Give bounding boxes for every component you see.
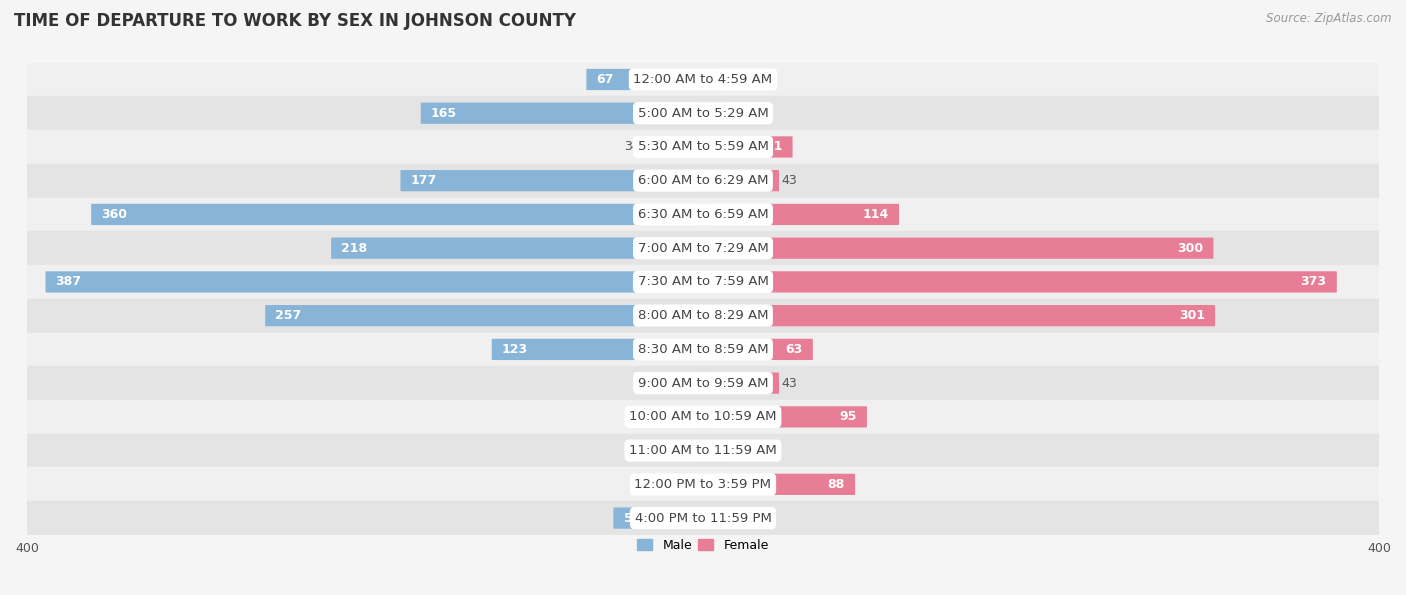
FancyBboxPatch shape [676,474,706,495]
Text: 8:30 AM to 8:59 AM: 8:30 AM to 8:59 AM [638,343,768,356]
Text: 14: 14 [658,478,673,491]
Text: 9:00 AM to 9:59 AM: 9:00 AM to 9:59 AM [638,377,768,390]
FancyBboxPatch shape [492,339,706,360]
Text: 5:00 AM to 5:29 AM: 5:00 AM to 5:29 AM [638,107,768,120]
Text: 360: 360 [101,208,128,221]
Bar [27,468,1379,501]
FancyBboxPatch shape [332,237,706,259]
Text: 5:30 AM to 5:59 AM: 5:30 AM to 5:59 AM [637,140,769,154]
Text: 6:30 AM to 6:59 AM: 6:30 AM to 6:59 AM [638,208,768,221]
FancyBboxPatch shape [700,305,1215,326]
Text: 12:00 PM to 3:59 PM: 12:00 PM to 3:59 PM [634,478,772,491]
Bar [27,265,1379,299]
Text: 11: 11 [664,411,679,424]
Text: 7:00 AM to 7:29 AM: 7:00 AM to 7:29 AM [638,242,768,255]
Text: 218: 218 [342,242,367,255]
Bar [27,198,1379,231]
Text: 34: 34 [624,140,640,154]
FancyBboxPatch shape [700,170,779,192]
Text: 165: 165 [430,107,457,120]
FancyBboxPatch shape [91,204,706,225]
FancyBboxPatch shape [681,406,706,427]
FancyBboxPatch shape [700,406,868,427]
Text: 67: 67 [596,73,614,86]
Text: 387: 387 [56,275,82,289]
FancyBboxPatch shape [420,102,706,124]
FancyBboxPatch shape [700,237,1213,259]
Text: 51: 51 [624,512,641,525]
Bar [27,333,1379,367]
FancyBboxPatch shape [700,69,720,90]
Bar [27,400,1379,434]
FancyBboxPatch shape [266,305,706,326]
Text: 43: 43 [782,174,797,187]
Text: 4:00 PM to 11:59 PM: 4:00 PM to 11:59 PM [634,512,772,525]
FancyBboxPatch shape [643,136,706,158]
Text: 88: 88 [828,478,845,491]
Text: 8: 8 [721,73,730,86]
Text: 301: 301 [1178,309,1205,322]
Bar [27,434,1379,468]
Text: 257: 257 [276,309,302,322]
FancyBboxPatch shape [45,271,706,293]
FancyBboxPatch shape [700,339,813,360]
FancyBboxPatch shape [700,474,855,495]
Bar [27,367,1379,400]
Bar [27,299,1379,333]
Text: 13: 13 [730,444,747,457]
FancyBboxPatch shape [586,69,706,90]
Bar [27,501,1379,535]
Text: 11:00 AM to 11:59 AM: 11:00 AM to 11:59 AM [628,444,778,457]
Text: 0: 0 [689,444,697,457]
Text: 300: 300 [1177,242,1204,255]
Text: 10:00 AM to 10:59 AM: 10:00 AM to 10:59 AM [630,411,776,424]
Text: 95: 95 [839,411,856,424]
Bar [27,96,1379,130]
FancyBboxPatch shape [613,508,706,529]
Text: 373: 373 [1301,275,1327,289]
FancyBboxPatch shape [700,508,735,529]
Text: 114: 114 [863,208,889,221]
Text: 12:00 AM to 4:59 AM: 12:00 AM to 4:59 AM [634,73,772,86]
Text: 123: 123 [502,343,529,356]
Bar [27,164,1379,198]
Text: TIME OF DEPARTURE TO WORK BY SEX IN JOHNSON COUNTY: TIME OF DEPARTURE TO WORK BY SEX IN JOHN… [14,12,576,30]
FancyBboxPatch shape [700,440,728,461]
Text: 63: 63 [786,343,803,356]
Text: 43: 43 [782,377,797,390]
Text: 16: 16 [735,107,751,120]
FancyBboxPatch shape [700,204,898,225]
FancyBboxPatch shape [401,170,706,192]
Text: Source: ZipAtlas.com: Source: ZipAtlas.com [1267,12,1392,25]
FancyBboxPatch shape [700,136,793,158]
Legend: Male, Female: Male, Female [633,534,773,557]
FancyBboxPatch shape [668,372,706,394]
Bar [27,62,1379,96]
Text: 19: 19 [650,377,665,390]
Text: 51: 51 [765,140,782,154]
Bar [27,130,1379,164]
Text: 17: 17 [737,512,754,525]
Text: 6:00 AM to 6:29 AM: 6:00 AM to 6:29 AM [638,174,768,187]
Text: 7:30 AM to 7:59 AM: 7:30 AM to 7:59 AM [637,275,769,289]
Text: 177: 177 [411,174,437,187]
FancyBboxPatch shape [700,271,1337,293]
Bar [27,231,1379,265]
Text: 8:00 AM to 8:29 AM: 8:00 AM to 8:29 AM [638,309,768,322]
FancyBboxPatch shape [700,102,734,124]
FancyBboxPatch shape [700,372,779,394]
